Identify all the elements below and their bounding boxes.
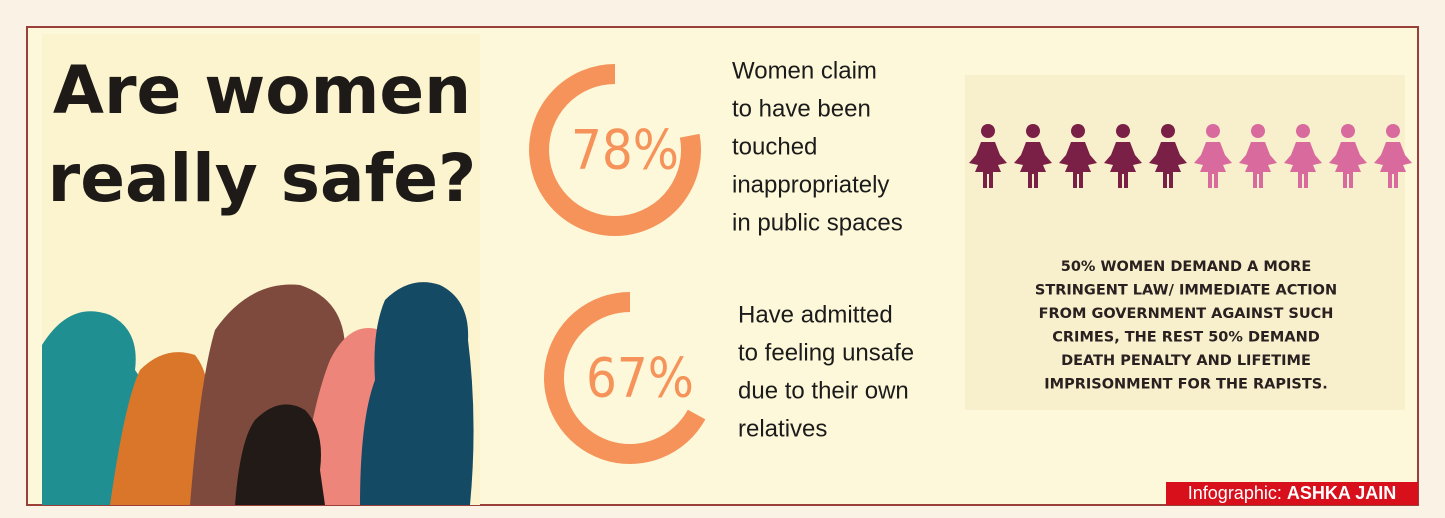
person-head — [1116, 124, 1130, 138]
title-line: Are women — [53, 52, 471, 129]
stat-text: inappropriately — [732, 171, 889, 198]
caption-line: FROM GOVERNMENT AGAINST SUCH — [1039, 306, 1334, 322]
stat-text: in public spaces — [732, 209, 903, 236]
credit: Infographic: ASHKA JAIN — [1188, 483, 1396, 503]
stat-text: Women claim — [732, 57, 877, 84]
person-head — [1386, 124, 1400, 138]
person-head — [1071, 124, 1085, 138]
credit-prefix: Infographic: — [1188, 483, 1282, 503]
stat-text: relatives — [738, 415, 827, 442]
person-head — [981, 124, 995, 138]
caption-line: STRINGENT LAW/ IMMEDIATE ACTION — [1035, 283, 1337, 299]
infographic: Infographic: ASHKA JAIN Are women really … — [0, 0, 1445, 518]
person-head — [1296, 124, 1310, 138]
person-head — [1161, 124, 1175, 138]
stat-percent: 78% — [571, 119, 679, 182]
stat-text: to have been — [732, 95, 871, 122]
person-head — [1026, 124, 1040, 138]
caption-line: DEATH PENALTY AND LIFETIME — [1061, 353, 1311, 369]
person-head — [1341, 124, 1355, 138]
stat-text: to feeling unsafe — [738, 339, 914, 366]
credit-name: ASHKA JAIN — [1287, 483, 1396, 503]
person-head — [1206, 124, 1220, 138]
stat-text: Have admitted — [738, 301, 893, 328]
stat-text: touched — [732, 133, 817, 160]
caption-line: 50% WOMEN DEMAND A MORE — [1061, 259, 1312, 275]
stat-text: due to their own — [738, 377, 909, 404]
silhouettes — [42, 282, 474, 505]
person-head — [1251, 124, 1265, 138]
caption-line: IMPRISONMENT FOR THE RAPISTS. — [1044, 377, 1327, 393]
caption-line: CRIMES, THE REST 50% DEMAND — [1052, 330, 1320, 346]
stat-percent: 67% — [586, 347, 694, 410]
title-line: really safe? — [48, 140, 477, 217]
